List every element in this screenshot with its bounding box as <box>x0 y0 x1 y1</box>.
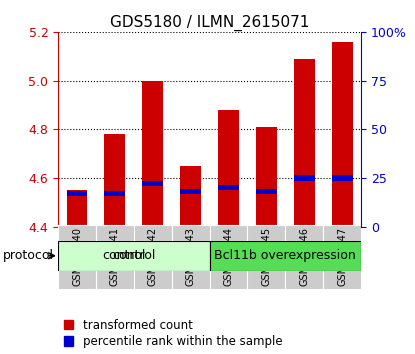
Text: GSM769946: GSM769946 <box>299 227 309 286</box>
Bar <box>180 189 201 194</box>
Text: GSM769943: GSM769943 <box>186 227 195 286</box>
Bar <box>332 175 352 181</box>
Bar <box>58 225 96 289</box>
Text: protocol: protocol <box>3 249 54 262</box>
Bar <box>294 59 315 227</box>
Bar <box>172 225 210 289</box>
Bar <box>323 225 361 289</box>
Bar <box>218 185 239 190</box>
Bar <box>67 190 88 227</box>
Bar <box>210 241 361 271</box>
Bar <box>142 81 163 227</box>
Bar <box>58 241 210 271</box>
Bar <box>105 134 125 227</box>
Text: GSM769945: GSM769945 <box>261 227 271 286</box>
Text: GSM769942: GSM769942 <box>148 227 158 286</box>
Bar <box>96 225 134 289</box>
Bar <box>180 166 201 227</box>
Bar <box>256 189 277 194</box>
Text: control: control <box>112 249 156 262</box>
Bar <box>247 225 285 289</box>
Text: GSM769940: GSM769940 <box>72 227 82 286</box>
Bar <box>286 225 323 289</box>
Text: GSM769944: GSM769944 <box>224 227 234 286</box>
Text: GSM769947: GSM769947 <box>337 227 347 286</box>
Bar <box>134 225 172 289</box>
Bar <box>218 110 239 227</box>
Bar <box>210 225 247 289</box>
Bar <box>256 127 277 227</box>
Bar <box>142 181 163 187</box>
Bar <box>67 191 88 196</box>
Title: GDS5180 / ILMN_2615071: GDS5180 / ILMN_2615071 <box>110 14 309 30</box>
Bar <box>294 175 315 181</box>
Bar <box>105 191 125 196</box>
Text: Bcl11b overexpression: Bcl11b overexpression <box>215 249 356 262</box>
Legend: transformed count, percentile rank within the sample: transformed count, percentile rank withi… <box>64 319 283 348</box>
Text: GSM769941: GSM769941 <box>110 227 120 286</box>
Bar <box>332 42 352 227</box>
Text: control: control <box>103 249 146 262</box>
